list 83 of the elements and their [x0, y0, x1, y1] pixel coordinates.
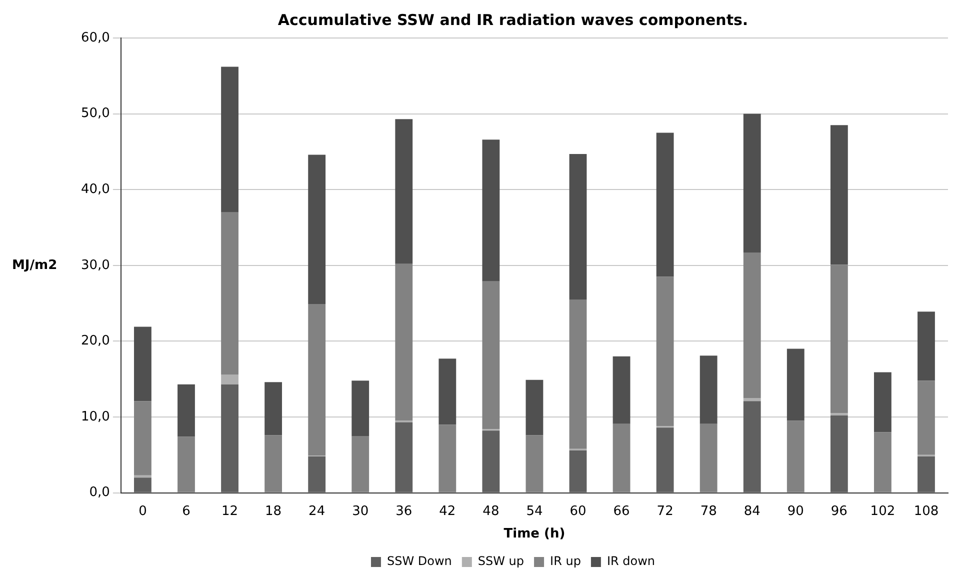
x-tick-label: 42 [439, 504, 456, 519]
bar [918, 380, 935, 455]
bar [482, 140, 500, 282]
bar [743, 114, 761, 253]
bar [830, 125, 848, 265]
bar [395, 264, 413, 421]
bar [612, 356, 630, 424]
bar [264, 382, 282, 436]
x-tick-label: 12 [221, 504, 238, 519]
bar [395, 119, 413, 264]
legend-label: IR down [606, 554, 656, 568]
x-tick-label: 48 [482, 504, 500, 519]
bar [438, 358, 456, 425]
bar [438, 424, 456, 492]
y-tick-label: 20,0 [80, 334, 110, 349]
chart-title: Accumulative SSW and IR radiation waves components. [278, 10, 748, 29]
x-tick-label: 78 [700, 504, 717, 519]
bar [918, 312, 935, 381]
bar [612, 424, 630, 492]
y-tick-label: 0,0 [89, 485, 110, 500]
x-tick-label: 102 [870, 504, 896, 519]
x-tick-label: 66 [613, 504, 630, 519]
bar [743, 398, 761, 402]
bar [743, 401, 761, 492]
legend-label: SSW up [478, 554, 524, 568]
x-tick-label: 0 [138, 504, 147, 519]
y-tick-label: 10,0 [80, 409, 110, 424]
bar [221, 374, 238, 384]
bar [482, 281, 500, 430]
bar [700, 356, 718, 424]
bar [830, 415, 848, 492]
x-tick-label: 30 [352, 504, 369, 519]
bar [178, 436, 195, 492]
bar [569, 300, 587, 449]
bar [221, 212, 238, 375]
bar [874, 372, 892, 432]
legend-label: SSW Down [386, 554, 452, 568]
bar [134, 326, 152, 402]
x-tick-label: 96 [830, 504, 848, 519]
x-tick-label: 60 [570, 504, 586, 519]
y-tick-label: 50,0 [80, 106, 110, 122]
x-tick-label: 24 [308, 504, 326, 519]
bar [352, 436, 370, 492]
bar [786, 348, 804, 421]
bar [134, 478, 152, 492]
x-tick-label: 6 [182, 504, 190, 519]
bar [308, 456, 326, 492]
bar [743, 252, 761, 398]
bar [656, 132, 674, 277]
bar [786, 420, 804, 492]
bar [656, 428, 674, 492]
bar [569, 154, 587, 300]
bar [134, 401, 152, 476]
bar [395, 422, 413, 492]
y-axis-title: MJ/m2 [12, 258, 58, 273]
y-tick-label: 40,0 [80, 182, 110, 197]
bar [352, 380, 370, 436]
bar [308, 304, 326, 456]
bar [918, 456, 935, 492]
bar [221, 66, 238, 212]
x-tick-label: 108 [914, 504, 939, 519]
bar [308, 154, 326, 304]
bar [264, 435, 282, 492]
bar [830, 264, 848, 414]
y-tick-label: 60,0 [80, 30, 110, 46]
bar [874, 432, 892, 492]
bar [178, 384, 195, 437]
legend-label: IR up [550, 554, 581, 568]
x-tick-label: 72 [656, 504, 674, 519]
x-tick-label: 90 [787, 504, 804, 519]
x-tick-label: 36 [396, 504, 412, 519]
y-tick-label: 30,0 [80, 258, 110, 273]
bar [569, 450, 587, 492]
bar [526, 435, 544, 492]
x-tick-label: 84 [744, 504, 760, 519]
x-tick-label: 54 [526, 504, 543, 519]
bar [221, 384, 238, 492]
bar [526, 380, 544, 436]
bar [700, 424, 718, 492]
bar [656, 276, 674, 426]
bar [482, 430, 500, 492]
x-axis-title: Time (h) [504, 526, 566, 542]
x-tick-label: 18 [265, 504, 282, 519]
